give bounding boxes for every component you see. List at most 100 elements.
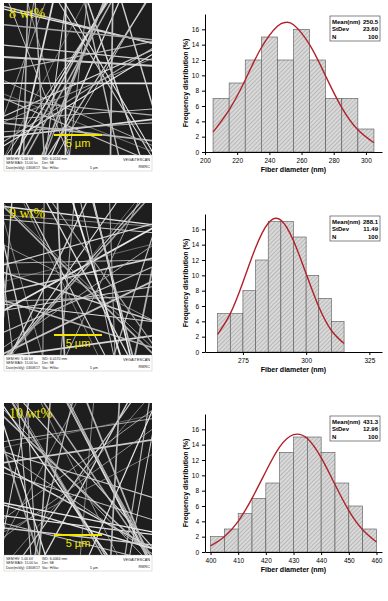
- info-text: SEM HV: 5.00 kV: [6, 157, 34, 161]
- stats-frame: [330, 16, 380, 41]
- bar: [213, 98, 229, 152]
- info-text: Det: SE: [42, 161, 55, 165]
- fibre: [38, 3, 107, 155]
- y-tick-mark: [202, 537, 205, 538]
- y-tick-label: 16: [192, 226, 200, 233]
- scale-bar: [54, 334, 102, 336]
- fibre: [4, 269, 152, 323]
- x-tick-label: 300: [361, 157, 372, 164]
- histogram-chart: 4004104204304404504600246810121416Fiber …: [182, 415, 383, 575]
- sem-image: 9 wt% 5 µm SEM HV: 5.00 kV WD: 6.0170 mm SEM…: [0, 193, 170, 371]
- x-tick: 325: [364, 352, 375, 364]
- x-tick: 300: [301, 352, 312, 364]
- stats-box: Mean(nm)288.1StDev11.49N100: [330, 216, 380, 241]
- fibre: [4, 223, 152, 316]
- bar: [326, 98, 342, 152]
- fit-curve: [218, 218, 344, 343]
- fibres: [4, 3, 152, 155]
- bar: [294, 437, 308, 552]
- y-axis-line: [205, 215, 206, 353]
- x-tick-mark: [334, 152, 335, 155]
- y-axis: 0246810121416: [192, 415, 206, 556]
- x-tick: 420: [261, 552, 272, 564]
- bar: [261, 37, 277, 152]
- info-lab: RMRC: [139, 365, 151, 369]
- y-tick-label: 10: [192, 72, 200, 79]
- fibre: [4, 407, 152, 555]
- x-tick-label: 440: [316, 557, 327, 564]
- x-tick-label: 430: [289, 557, 300, 564]
- x-tick: 300: [361, 152, 372, 164]
- stats-value: 100: [368, 234, 379, 240]
- fibre: [4, 438, 152, 464]
- info-text: SEM HV: 5.00 kV: [6, 357, 34, 361]
- x-tick-mark: [237, 152, 238, 155]
- bar: [252, 498, 266, 552]
- y-tick-mark: [202, 337, 205, 338]
- x-tick: 220: [232, 152, 243, 164]
- y-tick: 16: [192, 426, 205, 433]
- x-tick-label: 450: [344, 557, 355, 564]
- stats-box: Mean(nm)431.3StDev12.96N100: [330, 416, 380, 441]
- y-tick-label: 6: [195, 103, 199, 110]
- x-tick: 240: [264, 152, 275, 164]
- y-tick-mark: [202, 552, 205, 553]
- info-text: Date(m/d/y): 03/08/17: [6, 166, 40, 170]
- x-axis-title: Fiber diameter (nm): [261, 566, 326, 574]
- y-tick-mark: [202, 137, 205, 138]
- stats-box: Mean(nm)250.5StDev23.60N100: [330, 16, 380, 41]
- x-axis: 400410420430440450460: [206, 552, 383, 564]
- sem-image: 10 wt%5 µmSEM HV: 5.00 kVWD: 6.0064 mmSE…: [0, 393, 170, 571]
- y-axis-title: Frequency distribution (%): [182, 39, 190, 128]
- fibre: [4, 417, 152, 443]
- bar: [229, 83, 245, 152]
- x-axis-title: Fiber diameter (nm): [261, 166, 326, 174]
- y-tick-mark: [202, 429, 205, 430]
- y-axis-title: Frequency distribution (%): [182, 239, 190, 328]
- y-axis: 0246810121416: [192, 215, 206, 356]
- y-tick-label: 14: [192, 241, 200, 248]
- x-tick-label: 410: [233, 557, 244, 564]
- y-tick: 12: [192, 257, 205, 264]
- x-tick: 280: [329, 152, 340, 164]
- figure: 8 wt%5 µmSEM HV: 5.00 kVWD: 6.0134 mmSEM…: [0, 0, 388, 601]
- y-tick-label: 0: [195, 149, 199, 156]
- x-tick-mark: [321, 552, 322, 555]
- y-tick: 4: [195, 118, 205, 125]
- y-tick: 6: [195, 503, 205, 510]
- y-tick-label: 4: [195, 518, 199, 525]
- y-tick: 12: [192, 457, 205, 464]
- plot-marks: [211, 434, 377, 552]
- fibre: [128, 403, 152, 555]
- info-brand: VEGA\TESCAN: [123, 358, 150, 362]
- info-text: SEM MAG: 15.00 kx: [6, 361, 38, 365]
- y-tick: 10: [192, 472, 205, 479]
- stats-label: Mean(nm): [332, 419, 360, 425]
- y-tick: 8: [195, 487, 205, 494]
- y-tick-mark: [202, 60, 205, 61]
- y-tick: 8: [195, 87, 205, 94]
- info-text: Date(m/d/y): 03/08/17: [6, 366, 40, 370]
- scale-bar-label: 5 µm: [66, 337, 91, 349]
- x-tick-label: 275: [238, 357, 249, 364]
- y-tick-mark: [202, 291, 205, 292]
- image-label: 9 wt%: [9, 206, 46, 221]
- y-tick-mark: [202, 121, 205, 122]
- stats-frame: [330, 416, 380, 441]
- y-tick-label: 8: [195, 87, 199, 94]
- y-tick: 0: [195, 149, 205, 156]
- info-text: Det: SE: [42, 361, 55, 365]
- bar: [280, 452, 294, 552]
- x-tick-label: 460: [372, 557, 383, 564]
- x-tick-label: 240: [264, 157, 275, 164]
- stats-frame: [330, 216, 380, 241]
- fibre: [45, 203, 152, 355]
- info-scale: 5 µm: [90, 166, 98, 170]
- y-tick-mark: [202, 460, 205, 461]
- histogram-chart: 2753003250246810121416Fiber diameter (nm…: [182, 215, 383, 375]
- info-text: WD: 6.0170 mm: [42, 357, 67, 361]
- y-tick-label: 2: [195, 533, 199, 540]
- y-tick: 10: [192, 272, 205, 279]
- y-tick-label: 8: [195, 487, 199, 494]
- x-tick: 410: [233, 552, 244, 564]
